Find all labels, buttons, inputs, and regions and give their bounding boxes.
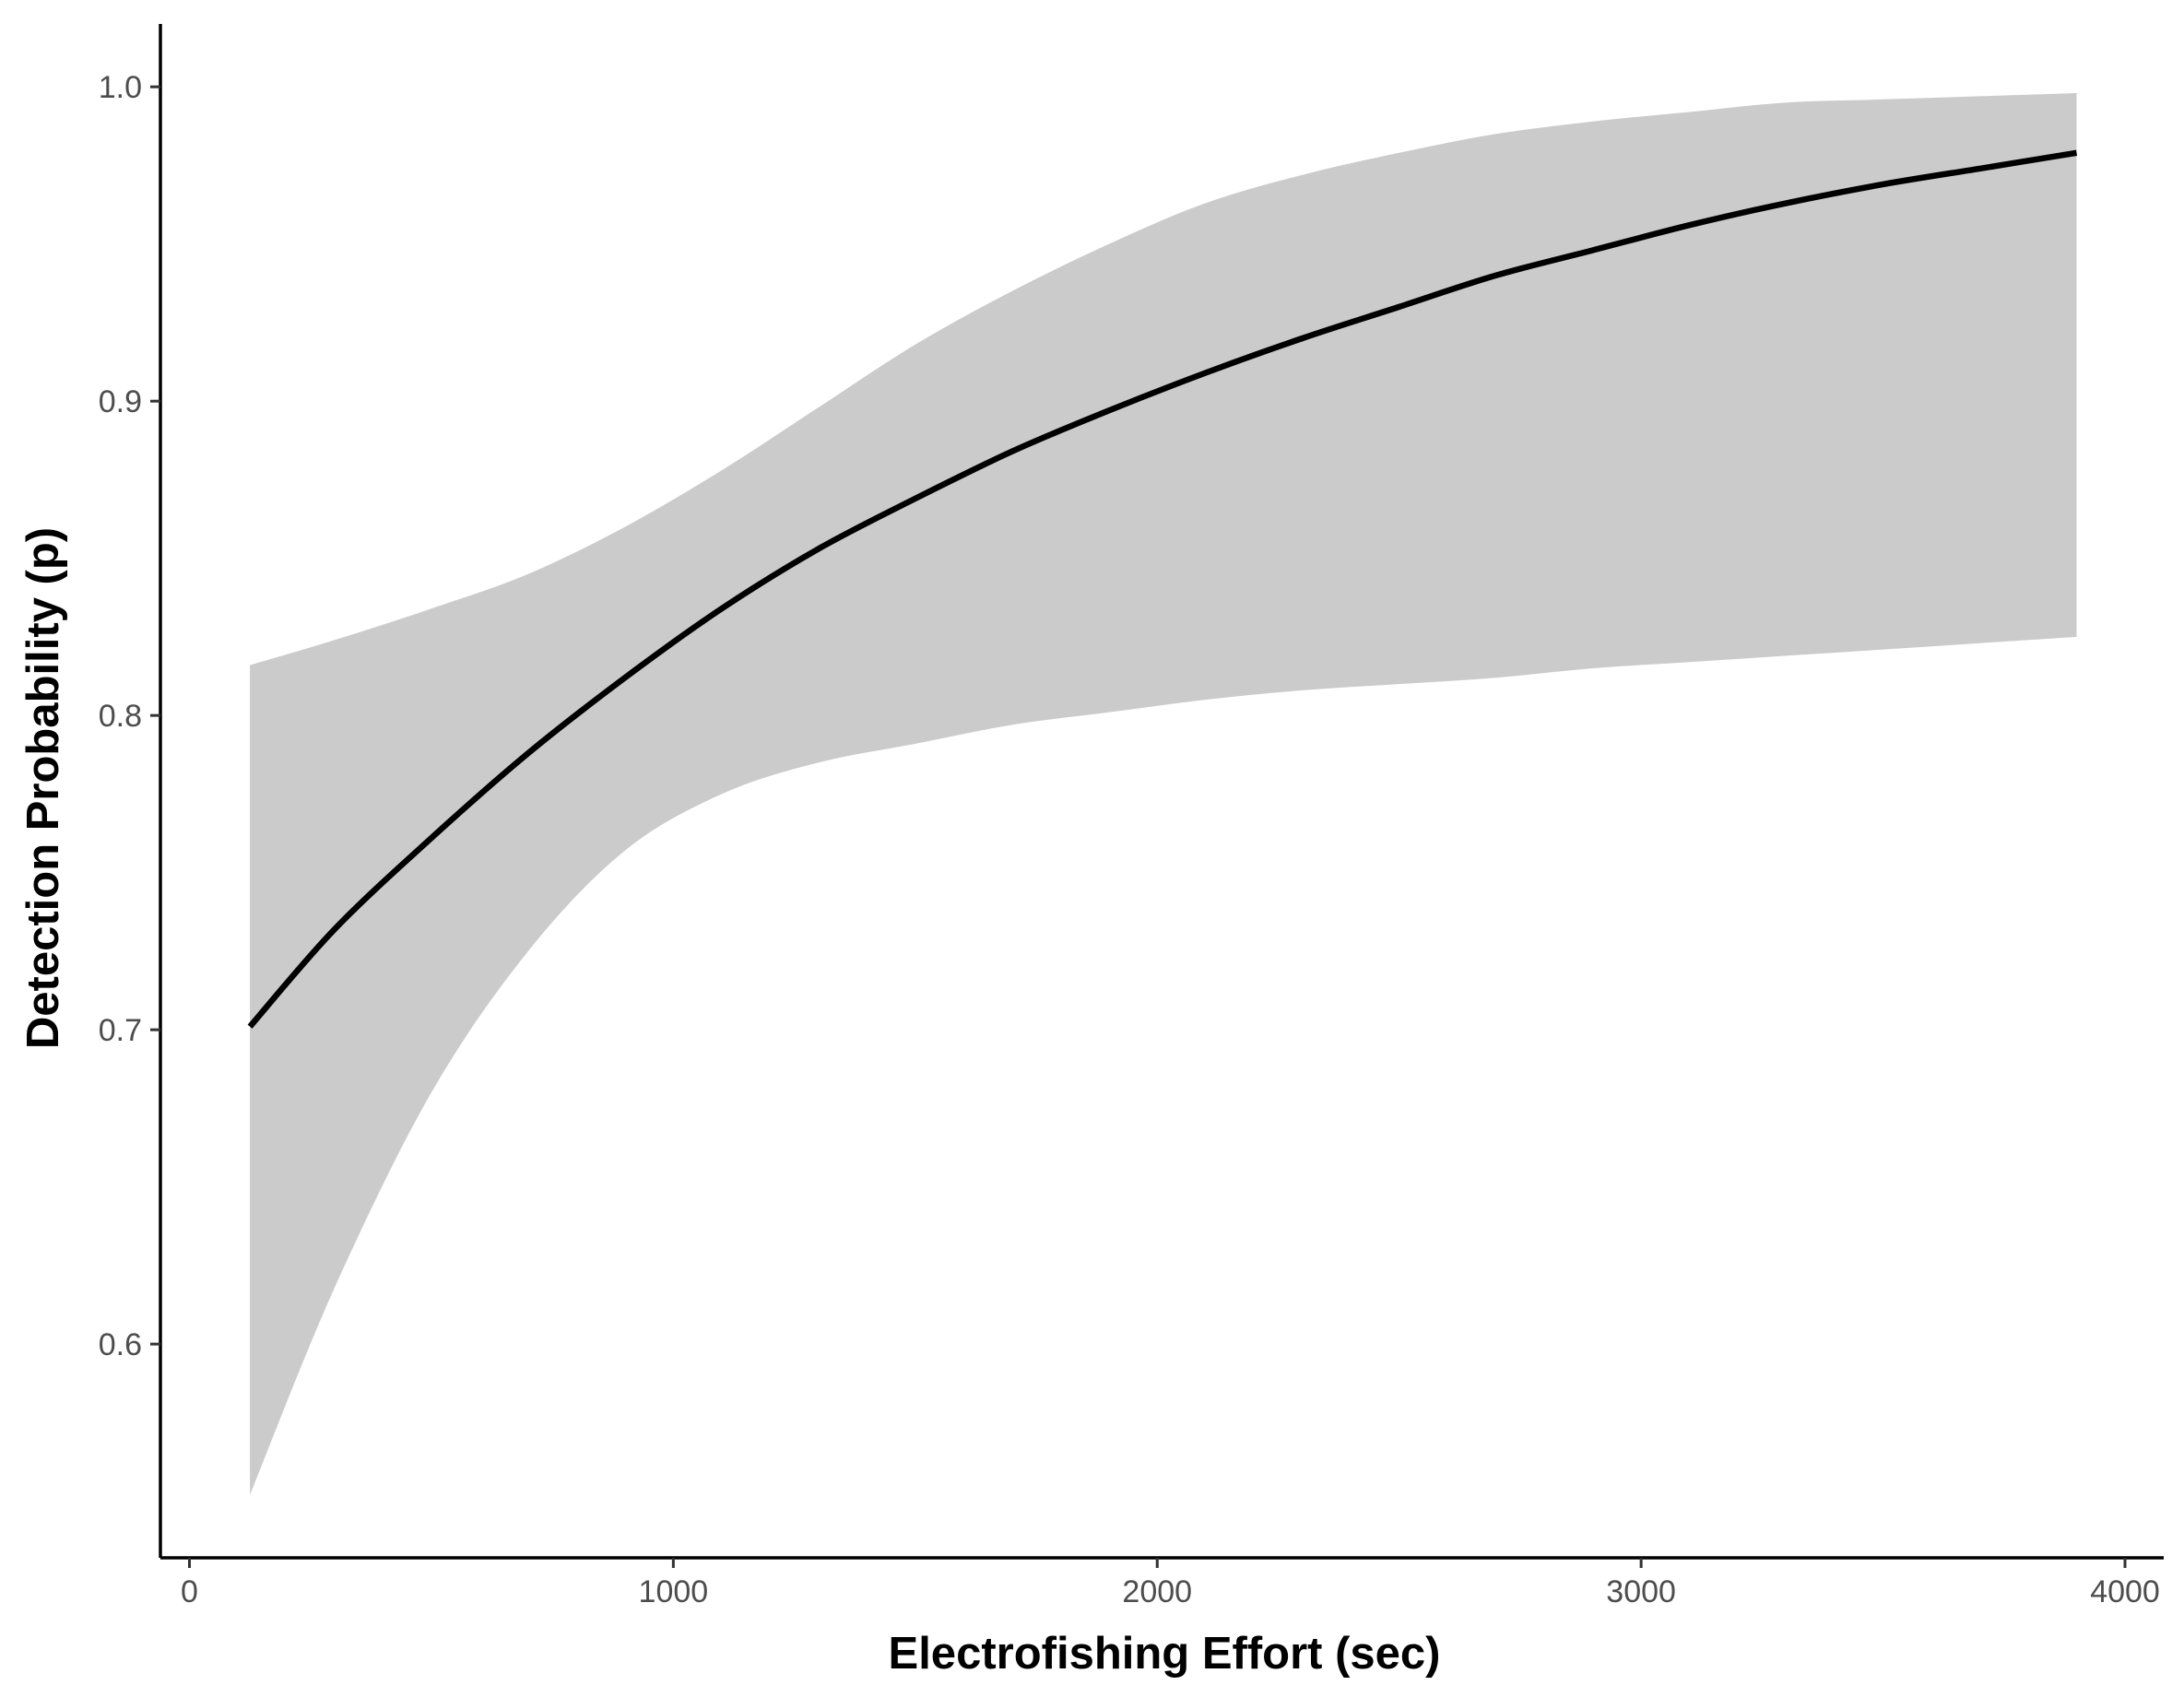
ticks-layer: 0 1000 2000 3000 4000 0.6 0.7 0.8 0.9 1.0 bbox=[99, 70, 2160, 1609]
x-tick-label: 3000 bbox=[1606, 1574, 1676, 1609]
y-tick-label: 0.6 bbox=[99, 1327, 142, 1362]
x-axis-title: Electrofishing Effort (sec) bbox=[889, 1629, 1441, 1679]
x-tick-label: 0 bbox=[181, 1574, 198, 1609]
x-tick-label: 1000 bbox=[639, 1574, 709, 1609]
fitted-line-0 bbox=[247, 149, 2078, 1029]
axes-layer bbox=[159, 24, 2164, 1560]
y-tick-label: 1.0 bbox=[99, 70, 142, 105]
confidence-band-layer bbox=[250, 93, 2077, 1495]
y-axis-title: Detection Probability (p) bbox=[18, 527, 68, 1049]
confidence-band-0 bbox=[250, 93, 2077, 1495]
y-tick-label: 0.8 bbox=[99, 699, 142, 734]
x-tick-label: 4000 bbox=[2090, 1574, 2160, 1609]
y-tick-label: 0.7 bbox=[99, 1013, 142, 1048]
x-tick-label: 2000 bbox=[1122, 1574, 1192, 1609]
y-tick-label: 0.9 bbox=[99, 384, 142, 419]
fitted-line-layer bbox=[247, 149, 2078, 1029]
